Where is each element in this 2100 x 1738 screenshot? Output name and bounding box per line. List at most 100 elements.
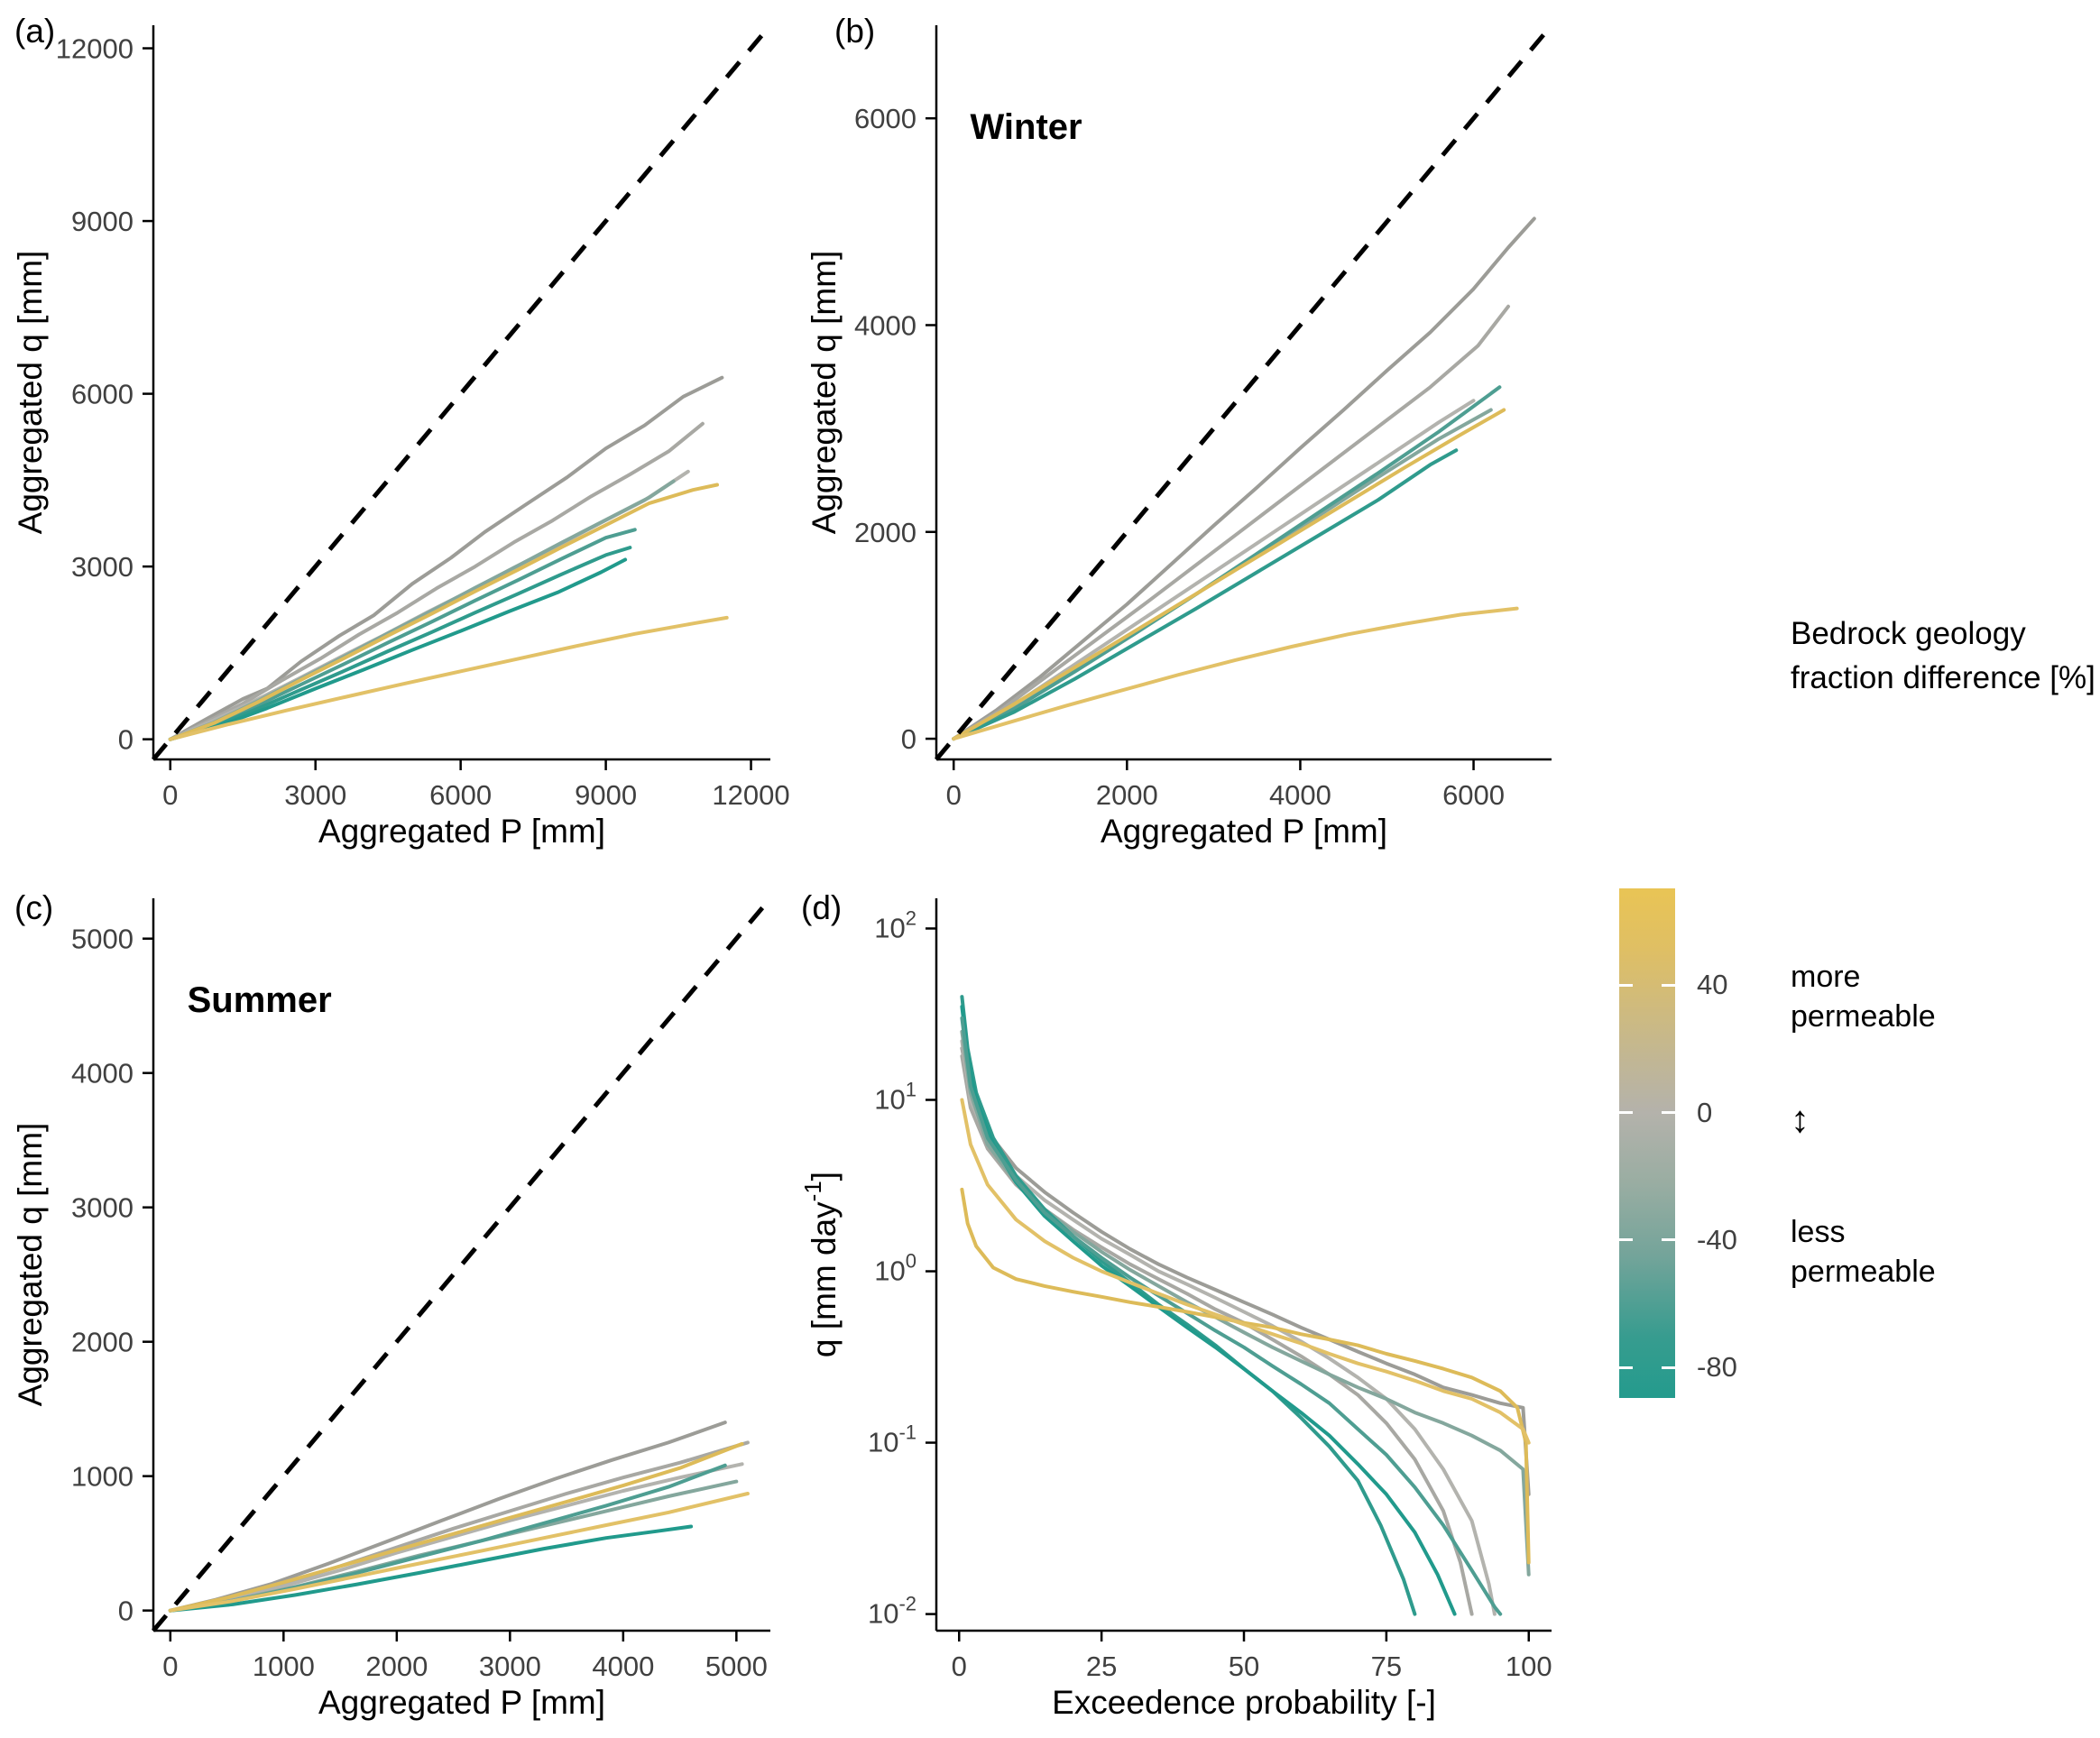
x-axis-title: Aggregated P [mm] <box>318 1684 605 1721</box>
colorbar-tick-mark <box>1662 1111 1675 1115</box>
y-tick-label: 6000 <box>71 379 134 410</box>
y-tick-label: 5000 <box>71 924 134 955</box>
x-tick-label: 4000 <box>1269 779 1331 811</box>
y-tick-label: 102 <box>874 906 916 943</box>
series-line-teal-2 <box>168 546 632 741</box>
y-tick-label: 3000 <box>71 1192 134 1224</box>
panel-c-chart: 0 1000 2000 3000 4000 5000 0 1000 2000 3000 4000 50… <box>12 897 772 1721</box>
series-line-yellow-1 <box>952 408 1506 741</box>
y-axis-title: Aggregated q [mm] <box>806 251 843 535</box>
colorbar-tick-mark <box>1662 1238 1675 1242</box>
x-tick-label: 2000 <box>1096 779 1158 811</box>
series-line-yellow-2 <box>168 615 729 741</box>
y-tick-label: 9000 <box>71 206 134 237</box>
series-line-yellow-2 <box>960 1098 1531 1445</box>
panel-letter-a: (a) <box>14 13 56 50</box>
x-axis-title: Exceedence probability [-] <box>1052 1684 1436 1721</box>
series-line-yellow-2 <box>168 1492 750 1613</box>
series-line-gray-2 <box>952 304 1510 741</box>
legend-title-line-1: Bedrock geology <box>1791 616 2026 651</box>
colorbar-descriptor: less permeable <box>1791 1214 1936 1289</box>
colorbar-tick-mark <box>1662 983 1675 987</box>
panel-annotation: Winter <box>971 107 1082 147</box>
x-tick-label: 2000 <box>365 1651 428 1682</box>
panel-letter-d: (d) <box>801 889 843 926</box>
colorbar-tick-label: -40 <box>1697 1223 1737 1255</box>
x-axis-title: Aggregated P [mm] <box>1101 813 1387 850</box>
y-tick-label: 2000 <box>71 1327 134 1358</box>
series-line-teal-3 <box>168 557 628 741</box>
y-tick-label: 10-1 <box>868 1421 916 1458</box>
y-tick-label: 3000 <box>71 551 134 583</box>
colorbar <box>1619 888 1675 1398</box>
colorbar-tick-mark <box>1619 1111 1633 1115</box>
series-line-yellow-1 <box>960 1187 1531 1565</box>
y-tick-label: 101 <box>874 1078 916 1115</box>
y-tick-label: 2000 <box>854 517 916 548</box>
y-tick-label: 12000 <box>56 33 134 65</box>
x-tick-label: 3000 <box>284 779 346 811</box>
colorbar-legend: Bedrock geology fraction difference [%] … <box>1588 595 2100 1506</box>
colorbar-descriptor: more permeable <box>1791 960 1936 1035</box>
x-tick-label: 0 <box>162 1651 178 1682</box>
one-to-one-line <box>152 23 772 761</box>
one-to-one-line <box>935 23 1553 761</box>
series-line-teal-1 <box>960 995 1417 1616</box>
y-axis-title: q [mm day-1] <box>799 1172 843 1357</box>
y-tick-label: 0 <box>118 724 134 756</box>
x-tick-label: 100 <box>1506 1651 1552 1682</box>
y-tick-label: 1000 <box>71 1461 134 1493</box>
one-to-one-line <box>152 897 772 1632</box>
series-line-yellow-1 <box>168 1441 744 1613</box>
panel-d-chart: 0 25 50 75 100 10-2 10-1 100 101 102 Exceedence pr… <box>799 898 1552 1721</box>
x-tick-label: 25 <box>1086 1651 1117 1682</box>
x-tick-label: 9000 <box>575 779 637 811</box>
panel-b-chart: 0 2000 4000 6000 0 2000 4000 6000 Aggregated P [… <box>806 23 1553 850</box>
y-tick-label: 4000 <box>854 309 916 341</box>
series-line-yellow-1 <box>168 483 719 741</box>
x-tick-label: 0 <box>952 1651 967 1682</box>
permeability-arrow-icon: ↕ <box>1791 1097 1810 1140</box>
series-line-gray-1 <box>168 375 724 741</box>
x-tick-label: 3000 <box>479 1651 541 1682</box>
panel-annotation: Summer <box>188 980 332 1020</box>
colorbar-tick-mark <box>1619 983 1633 987</box>
series-line-gray-1 <box>952 216 1536 741</box>
legend-title: Bedrock geology fraction difference [%] <box>1791 612 2095 700</box>
x-tick-label: 6000 <box>1442 779 1505 811</box>
x-tick-label: 12000 <box>712 779 789 811</box>
colorbar-tick-label: -80 <box>1697 1351 1737 1384</box>
series-line-teal-1 <box>168 528 637 741</box>
colorbar-tick-mark <box>1619 1238 1633 1242</box>
x-tick-label: 75 <box>1371 1651 1402 1682</box>
x-tick-label: 0 <box>946 779 962 811</box>
x-tick-label: 0 <box>162 779 178 811</box>
y-tick-label: 100 <box>874 1250 916 1287</box>
panel-letter-c: (c) <box>14 889 54 926</box>
x-axis-title: Aggregated P [mm] <box>318 813 605 850</box>
x-tick-label: 1000 <box>253 1651 315 1682</box>
series-line-yellow-2 <box>952 606 1519 741</box>
series-line-gray-2 <box>168 1440 750 1613</box>
panel-a-chart: 0 3000 6000 9000 12000 0 3000 6000 9000 12000 Aggr… <box>12 23 790 850</box>
colorbar-tick-mark <box>1619 1366 1633 1369</box>
series-line-teal-3 <box>960 1016 1503 1616</box>
series-line-teal-2 <box>952 448 1459 741</box>
y-tick-label: 0 <box>118 1595 134 1627</box>
colorbar-tick-mark <box>1662 1366 1675 1369</box>
y-tick-label: 6000 <box>854 103 916 134</box>
colorbar-tick-label: 0 <box>1697 1096 1713 1128</box>
panel-letter-b: (b) <box>834 13 876 50</box>
colorbar-tick-label: 40 <box>1697 969 1728 1001</box>
x-tick-label: 5000 <box>705 1651 768 1682</box>
series-line-gray-3 <box>168 1462 744 1613</box>
y-axis-title: Aggregated q [mm] <box>12 1123 49 1407</box>
series-line-gray-2 <box>168 421 705 741</box>
x-tick-label: 6000 <box>429 779 492 811</box>
series-line-gray-2 <box>960 1054 1474 1616</box>
x-tick-label: 4000 <box>592 1651 654 1682</box>
legend-title-line-2: fraction difference [%] <box>1791 660 2095 695</box>
y-tick-label: 4000 <box>71 1058 134 1090</box>
series-line-teal-2 <box>168 1524 694 1613</box>
